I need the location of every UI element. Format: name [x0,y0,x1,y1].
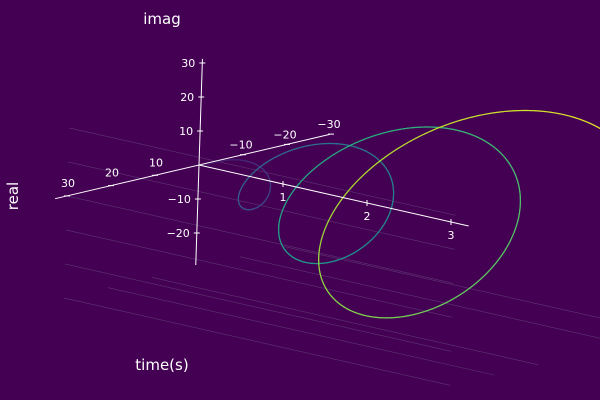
real-tick-label: 10 [149,156,163,169]
grid-line [107,287,495,376]
grid-line [68,161,455,250]
imag-axis-line-upper [198,58,203,166]
grid-lines [63,127,600,386]
time-axis-title: time(s) [135,356,188,374]
real-axis-line [55,133,330,200]
imag-tick-label: 10 [179,125,193,138]
grid-line [239,256,600,339]
grid-line [66,195,454,284]
imag-tick-label: −20 [167,227,190,240]
imag-axis-line-lower [195,164,200,265]
time-axis-line [198,164,469,227]
grid-line [63,297,451,386]
imag-axis-title: imag [143,10,181,28]
real-tick-label: 30 [61,177,75,190]
imag-tick-label: 30 [181,57,195,70]
grid-line [64,263,452,352]
real-tick-label: −10 [229,139,252,152]
imag-tick-label: 20 [180,91,194,104]
imag-tick-label: −10 [168,193,191,206]
grid-line [65,229,453,318]
grid-line [69,127,456,216]
time-tick-label: 3 [448,229,455,242]
grid-line [283,246,600,319]
real-tick-label: −30 [317,118,340,131]
real-axis-title: real [4,182,22,210]
time-tick-label: 2 [364,210,371,223]
real-tick-label: 20 [105,167,119,180]
axes [55,58,469,265]
time-tick-label: 1 [280,191,287,204]
tick-labels: 1 2 3 −30 −20 −10 10 20 30 −20 −10 10 20 30 [61,57,455,242]
real-tick-label: −20 [273,128,296,141]
spiral-series [198,109,600,319]
grid-line [151,277,539,365]
